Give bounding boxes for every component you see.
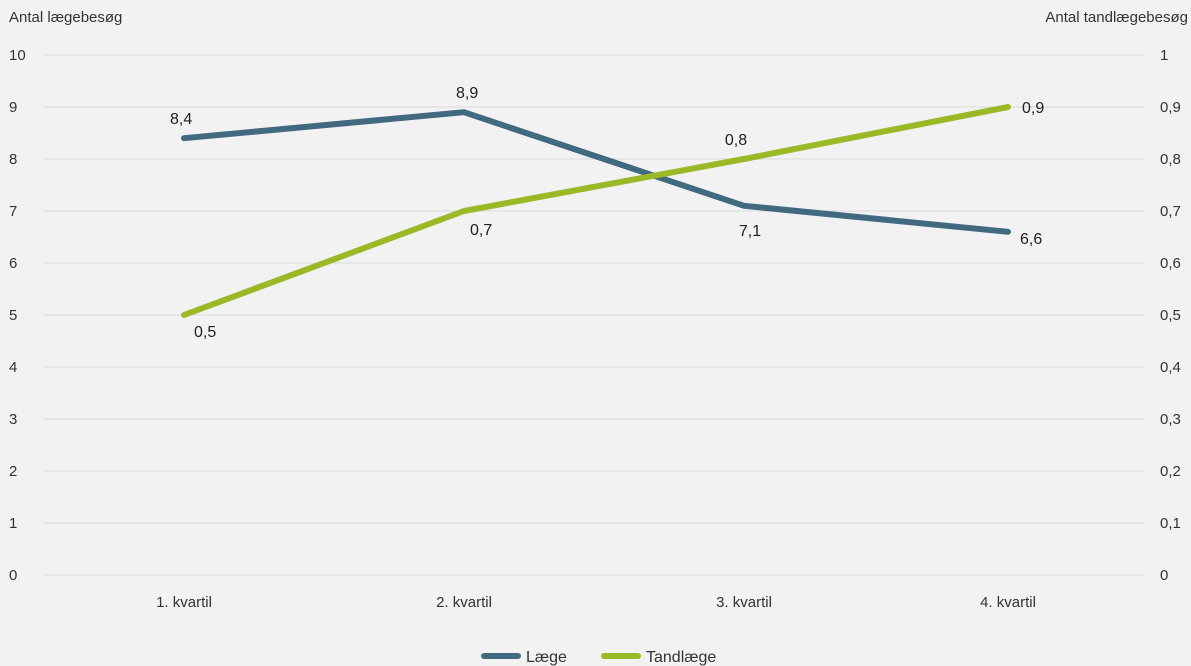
right-tick-label: 0,5 (1160, 307, 1181, 324)
left-tick-label: 4 (9, 359, 17, 376)
right-tick-label: 0,6 (1160, 255, 1181, 272)
left-tick-label: 6 (9, 255, 17, 272)
legend: Læge Tandlæge (481, 649, 716, 666)
right-tick-label: 0,1 (1160, 515, 1181, 532)
left-axis-ticks: 0 1 2 3 4 5 6 7 8 9 10 (9, 47, 26, 584)
right-tick-label: 0,9 (1160, 99, 1181, 116)
x-tick-label: 1. kvartil (156, 594, 212, 611)
left-axis-title: Antal lægebesøg (9, 9, 122, 26)
series-line-laege (181, 109, 1011, 235)
data-label-laege: 8,4 (170, 111, 192, 128)
right-tick-label: 0,4 (1160, 359, 1181, 376)
x-axis-ticks: 1. kvartil 2. kvartil 3. kvartil 4. kvartil (156, 594, 1036, 611)
right-axis-title: Antal tandlægebesøg (1045, 9, 1188, 26)
left-tick-label: 1 (9, 515, 17, 532)
left-tick-label: 7 (9, 203, 17, 220)
series-lines (181, 104, 1011, 318)
data-label-tandlaege: 0,7 (470, 222, 492, 239)
left-tick-label: 10 (9, 47, 26, 64)
right-tick-label: 0,8 (1160, 151, 1181, 168)
legend-label-tandlaege: Tandlæge (646, 649, 716, 666)
data-label-laege: 6,6 (1020, 231, 1042, 248)
left-tick-label: 0 (9, 567, 17, 584)
data-labels: 8,4 8,9 7,1 6,6 0,5 0,7 0,8 0,9 (170, 85, 1044, 341)
left-tick-label: 3 (9, 411, 17, 428)
right-tick-label: 0,2 (1160, 463, 1181, 480)
data-label-laege: 7,1 (739, 223, 761, 240)
x-tick-label: 3. kvartil (716, 594, 772, 611)
data-label-tandlaege: 0,5 (194, 324, 216, 341)
right-tick-label: 0,7 (1160, 203, 1181, 220)
data-label-tandlaege: 0,8 (725, 132, 747, 149)
legend-label-laege: Læge (526, 649, 567, 666)
left-tick-label: 8 (9, 151, 17, 168)
gridlines (44, 54, 1145, 576)
left-tick-label: 5 (9, 307, 17, 324)
right-tick-label: 1 (1160, 47, 1168, 64)
right-tick-label: 0,3 (1160, 411, 1181, 428)
x-tick-label: 4. kvartil (980, 594, 1036, 611)
data-label-laege: 8,9 (456, 85, 478, 102)
x-tick-label: 2. kvartil (436, 594, 492, 611)
data-label-tandlaege: 0,9 (1022, 100, 1044, 117)
left-tick-label: 2 (9, 463, 17, 480)
right-tick-label: 0 (1160, 567, 1168, 584)
left-tick-label: 9 (9, 99, 17, 116)
right-axis-ticks: 0 0,1 0,2 0,3 0,4 0,5 0,6 0,7 0,8 0,9 1 (1160, 47, 1181, 584)
series-line-tandlaege (181, 104, 1011, 318)
